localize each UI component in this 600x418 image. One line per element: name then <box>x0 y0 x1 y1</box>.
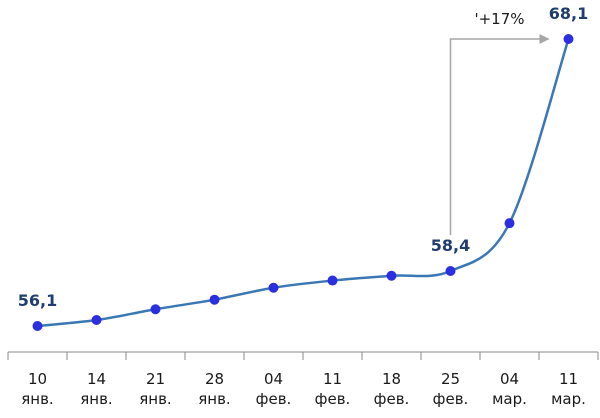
value-label: 68,1 <box>549 4 588 23</box>
annotation-arrow <box>449 34 550 235</box>
x-tick-label: 11 фев. <box>315 370 351 408</box>
marker <box>32 321 43 331</box>
marker <box>150 304 161 315</box>
x-tick-label: 25 фев. <box>433 370 469 408</box>
marker <box>327 275 338 286</box>
x-tick-label: 04 мар. <box>492 370 527 408</box>
marker <box>504 218 515 229</box>
x-tick-label: 18 фев. <box>374 370 410 408</box>
marker <box>445 265 456 276</box>
value-label: 58,4 <box>431 236 470 255</box>
marker <box>268 282 279 293</box>
x-tick-label: 10 янв. <box>21 370 53 408</box>
marker <box>91 315 102 326</box>
marker <box>209 294 220 305</box>
annotation-text: '+17% <box>474 10 524 28</box>
marker <box>563 34 574 44</box>
marker <box>386 270 397 281</box>
line <box>37 38 570 328</box>
x-tick-label: 11 мар. <box>551 370 586 408</box>
x-tick-label: 04 фев. <box>256 370 292 408</box>
value-label: 56,1 <box>18 291 57 310</box>
x-tick-label: 21 янв. <box>139 370 171 408</box>
x-tick-label: 14 янв. <box>80 370 112 408</box>
x-tick-label: 28 янв. <box>198 370 230 408</box>
